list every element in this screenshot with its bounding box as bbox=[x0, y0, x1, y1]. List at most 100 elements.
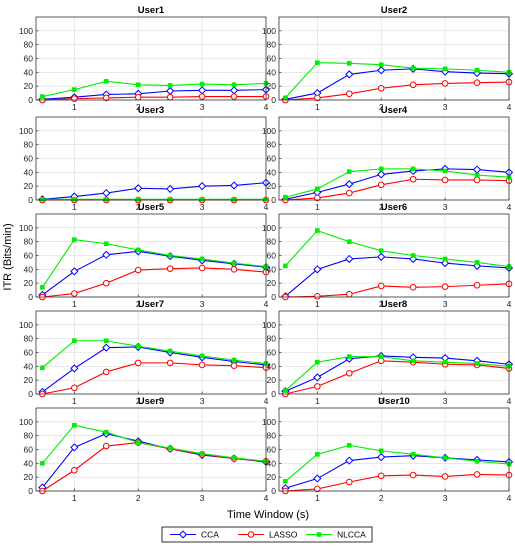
point-nlcca bbox=[199, 451, 205, 456]
x-tick-label: 1 bbox=[315, 299, 320, 309]
point-nlcca bbox=[40, 94, 45, 99]
x-tick-label: 3 bbox=[200, 102, 205, 112]
series-line-nlcca bbox=[284, 62, 510, 99]
y-tick-label: 100 bbox=[262, 26, 276, 36]
point-nlcca bbox=[72, 237, 77, 242]
series-line-lasso bbox=[285, 178, 510, 201]
y-tick-label: 0 bbox=[28, 389, 33, 399]
x-tick-label: 4 bbox=[264, 102, 269, 112]
point-nlcca bbox=[410, 452, 416, 457]
point-lasso bbox=[377, 181, 385, 189]
point-lasso bbox=[409, 471, 417, 479]
point-cca bbox=[198, 182, 207, 191]
point-lasso bbox=[377, 472, 385, 480]
series-line-cca bbox=[285, 168, 510, 200]
point-nlcca bbox=[315, 359, 320, 365]
point-nlcca bbox=[346, 354, 352, 359]
plot-frame bbox=[278, 310, 510, 395]
point-lasso bbox=[473, 471, 481, 478]
point-nlcca bbox=[442, 66, 448, 72]
point-nlcca bbox=[283, 479, 288, 484]
y-tick-label: 100 bbox=[262, 126, 276, 136]
legend-item-cca: CCA bbox=[170, 530, 219, 540]
point-nlcca bbox=[135, 247, 141, 253]
point-lasso bbox=[198, 93, 206, 100]
point-nlcca bbox=[283, 388, 288, 393]
point-lasso bbox=[71, 466, 78, 474]
y-tick-label: 100 bbox=[19, 320, 33, 330]
y-tick-label: 80 bbox=[24, 334, 34, 344]
legend-label: LASSO bbox=[269, 530, 298, 540]
series-line-nlcca bbox=[285, 356, 510, 391]
series-line-lasso bbox=[285, 283, 510, 298]
point-nlcca bbox=[410, 358, 416, 364]
legend-box bbox=[161, 526, 373, 543]
legend: CCA LASSO NLCCA bbox=[161, 526, 373, 543]
point-nlcca bbox=[231, 82, 237, 88]
x-tick-label: 2 bbox=[136, 299, 141, 309]
x-tick-label: 3 bbox=[443, 493, 448, 503]
point-lasso bbox=[166, 93, 174, 101]
x-tick-label: 1 bbox=[72, 102, 77, 112]
y-tick-label: 60 bbox=[267, 251, 277, 261]
y-tick-label: 20 bbox=[24, 181, 34, 191]
x-tick-label: 4 bbox=[264, 202, 269, 212]
plot-frame bbox=[35, 213, 267, 298]
y-tick-label: 40 bbox=[267, 458, 277, 468]
point-cca bbox=[313, 373, 322, 382]
y-axis-label: ITR (Bits/min) bbox=[2, 223, 14, 290]
series-line-nlcca bbox=[42, 340, 267, 369]
series-line-lasso bbox=[285, 473, 510, 492]
point-nlcca bbox=[474, 260, 480, 265]
y-tick-label: 80 bbox=[267, 237, 277, 247]
y-tick-label: 0 bbox=[271, 389, 276, 399]
point-nlcca bbox=[410, 166, 416, 172]
series-line-lasso bbox=[42, 362, 267, 395]
point-nlcca bbox=[199, 197, 205, 202]
series-line-lasso bbox=[285, 360, 510, 395]
panel-title: User8 bbox=[381, 299, 407, 310]
x-tick-label: 3 bbox=[443, 102, 448, 112]
panel-title: User9 bbox=[138, 396, 164, 407]
legend-label: CCA bbox=[201, 530, 219, 540]
plot-frame bbox=[35, 116, 267, 201]
point-cca bbox=[70, 364, 79, 373]
point-lasso bbox=[345, 189, 353, 197]
x-tick-label: 1 bbox=[315, 202, 320, 212]
point-cca bbox=[377, 66, 386, 75]
y-tick-label: 100 bbox=[262, 320, 276, 330]
y-tick-label: 0 bbox=[271, 195, 276, 205]
series-line-cca bbox=[42, 250, 267, 296]
point-lasso bbox=[409, 284, 417, 291]
point-lasso bbox=[134, 93, 142, 101]
y-tick-label: 40 bbox=[24, 264, 34, 274]
point-nlcca bbox=[410, 253, 416, 258]
y-tick-label: 60 bbox=[267, 445, 277, 455]
y-tick-label: 0 bbox=[271, 292, 276, 302]
point-cca bbox=[345, 70, 354, 79]
y-tick-label: 20 bbox=[24, 375, 34, 385]
point-lasso bbox=[345, 90, 353, 98]
series-line-cca bbox=[285, 455, 510, 489]
point-nlcca bbox=[40, 285, 45, 290]
legend-marker bbox=[247, 531, 255, 538]
y-tick-label: 20 bbox=[267, 375, 277, 385]
point-nlcca bbox=[135, 343, 141, 349]
y-tick-label: 60 bbox=[267, 54, 277, 64]
y-tick-label: 60 bbox=[24, 154, 34, 164]
x-tick-label: 4 bbox=[507, 299, 512, 309]
x-tick-label: 3 bbox=[200, 396, 205, 406]
panel-title: User1 bbox=[138, 5, 165, 16]
y-tick-label: 40 bbox=[24, 167, 34, 177]
point-lasso bbox=[230, 362, 238, 369]
point-cca bbox=[102, 250, 111, 259]
plot-frame bbox=[278, 407, 510, 492]
series-line-cca bbox=[42, 182, 267, 200]
point-lasso bbox=[230, 266, 238, 273]
series-nlcca bbox=[283, 354, 512, 393]
point-lasso bbox=[166, 359, 174, 367]
point-lasso bbox=[102, 368, 110, 376]
point-nlcca bbox=[135, 197, 141, 202]
point-nlcca bbox=[135, 440, 141, 445]
x-tick-label: 1 bbox=[72, 299, 77, 309]
